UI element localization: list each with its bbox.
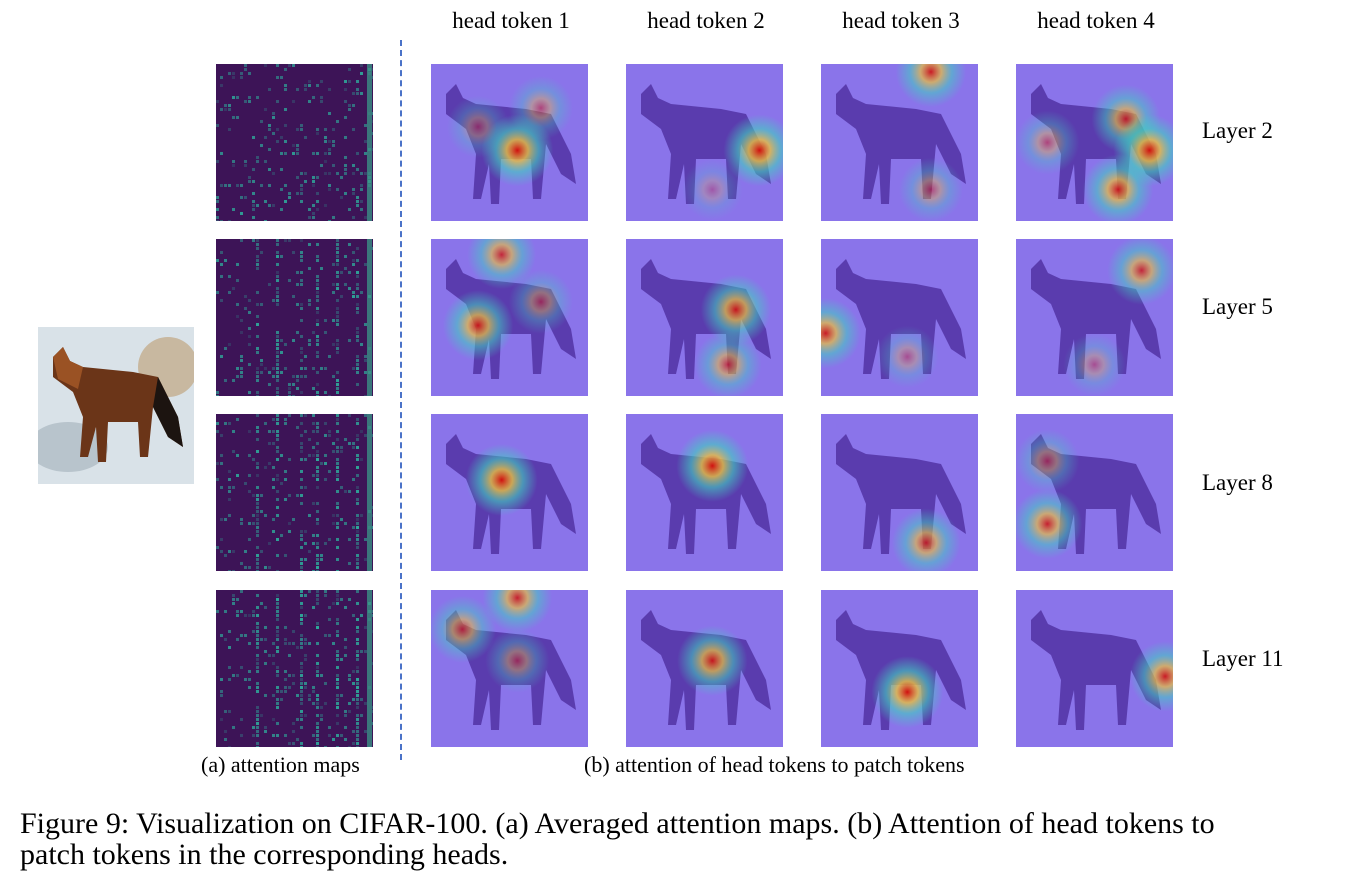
attention-map-layer-8 [216,414,373,571]
heatmap-layer-11-head-2 [626,590,783,747]
heatmap-layer-5-head-1 [431,239,588,396]
input-fox-image [38,327,194,484]
heatmap-layer-2-head-4 [1016,64,1173,221]
heatmap-layer-8-head-1 [431,414,588,571]
attention-map-layer-2 [216,64,373,221]
heatmap-layer-2-head-2 [626,64,783,221]
divider-line [400,40,402,760]
attention-map-layer-11 [216,590,373,747]
heatmap-layer-8-head-4 [1016,414,1173,571]
row-label-layer-11: Layer 11 [1202,646,1284,671]
heatmap-layer-2-head-3 [821,64,978,221]
heatmap-layer-5-head-4 [1016,239,1173,396]
heatmap-layer-2-head-1 [431,64,588,221]
heatmap-layer-8-head-3 [821,414,978,571]
caption-line-1: Figure 9: Visualization on CIFAR-100. (a… [20,807,1215,840]
heatmap-layer-8-head-2 [626,414,783,571]
heatmap-layer-11-head-4 [1016,590,1173,747]
attention-map-layer-5 [216,239,373,396]
column-header-head-token-1: head token 1 [452,8,570,33]
column-header-head-token-4: head token 4 [1037,8,1155,33]
column-header-head-token-3: head token 3 [842,8,960,33]
heatmap-layer-11-head-3 [821,590,978,747]
heatmap-layer-5-head-2 [626,239,783,396]
subcaption-a: (a) attention maps [201,752,360,777]
column-header-head-token-2: head token 2 [647,8,765,33]
caption-line-2: patch tokens in the corresponding heads. [20,838,509,871]
row-label-layer-5: Layer 5 [1202,294,1273,319]
row-label-layer-2: Layer 2 [1202,118,1273,143]
heatmap-layer-5-head-3 [821,239,978,396]
subcaption-b: (b) attention of head tokens to patch to… [584,752,965,777]
heatmap-layer-11-head-1 [431,590,588,747]
row-label-layer-8: Layer 8 [1202,470,1273,495]
figure-caption: Figure 9: Visualization on CIFAR-100. (a… [20,808,1360,870]
